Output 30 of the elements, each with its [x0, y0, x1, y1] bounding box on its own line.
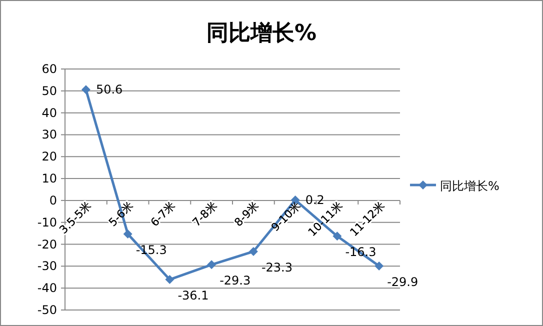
y-tick-label: -20: [37, 237, 57, 252]
data-label: -23.3: [261, 260, 292, 275]
chart-title: 同比增长%: [206, 21, 317, 46]
x-tick-label: 8-9米: [232, 199, 262, 230]
y-tick-label: -50: [37, 303, 57, 317]
y-tick-label: 30: [42, 128, 57, 142]
y-tick-label: 60: [42, 62, 57, 76]
point: [123, 229, 132, 238]
y-tick-label: 10: [42, 172, 57, 186]
x-tick-label: 6-7米: [148, 199, 178, 230]
data-label: 50.6: [96, 82, 123, 97]
point: [207, 260, 216, 270]
point: [165, 275, 174, 284]
y-tick-label: 0: [49, 193, 57, 208]
x-tick-label: 5-6米: [106, 199, 136, 230]
y-tick-label: -10: [37, 215, 57, 230]
x-tick-label: 7-8米: [190, 199, 220, 230]
data-label: -36.1: [178, 288, 209, 303]
point: [374, 261, 384, 270]
point: [248, 247, 258, 256]
y-tick-label: -40: [37, 281, 57, 296]
y-tick-label: 40: [42, 106, 57, 120]
legend-label: 同比增长%: [440, 179, 500, 193]
data-label: 0.2: [305, 193, 324, 208]
data-label: -29.9: [387, 274, 418, 289]
data-label: -29.3: [220, 274, 251, 288]
point: [81, 85, 90, 94]
y-tick-label: 20: [42, 150, 57, 164]
y-tick-label: -30: [37, 259, 57, 274]
y-tick-label: 50: [42, 84, 57, 98]
